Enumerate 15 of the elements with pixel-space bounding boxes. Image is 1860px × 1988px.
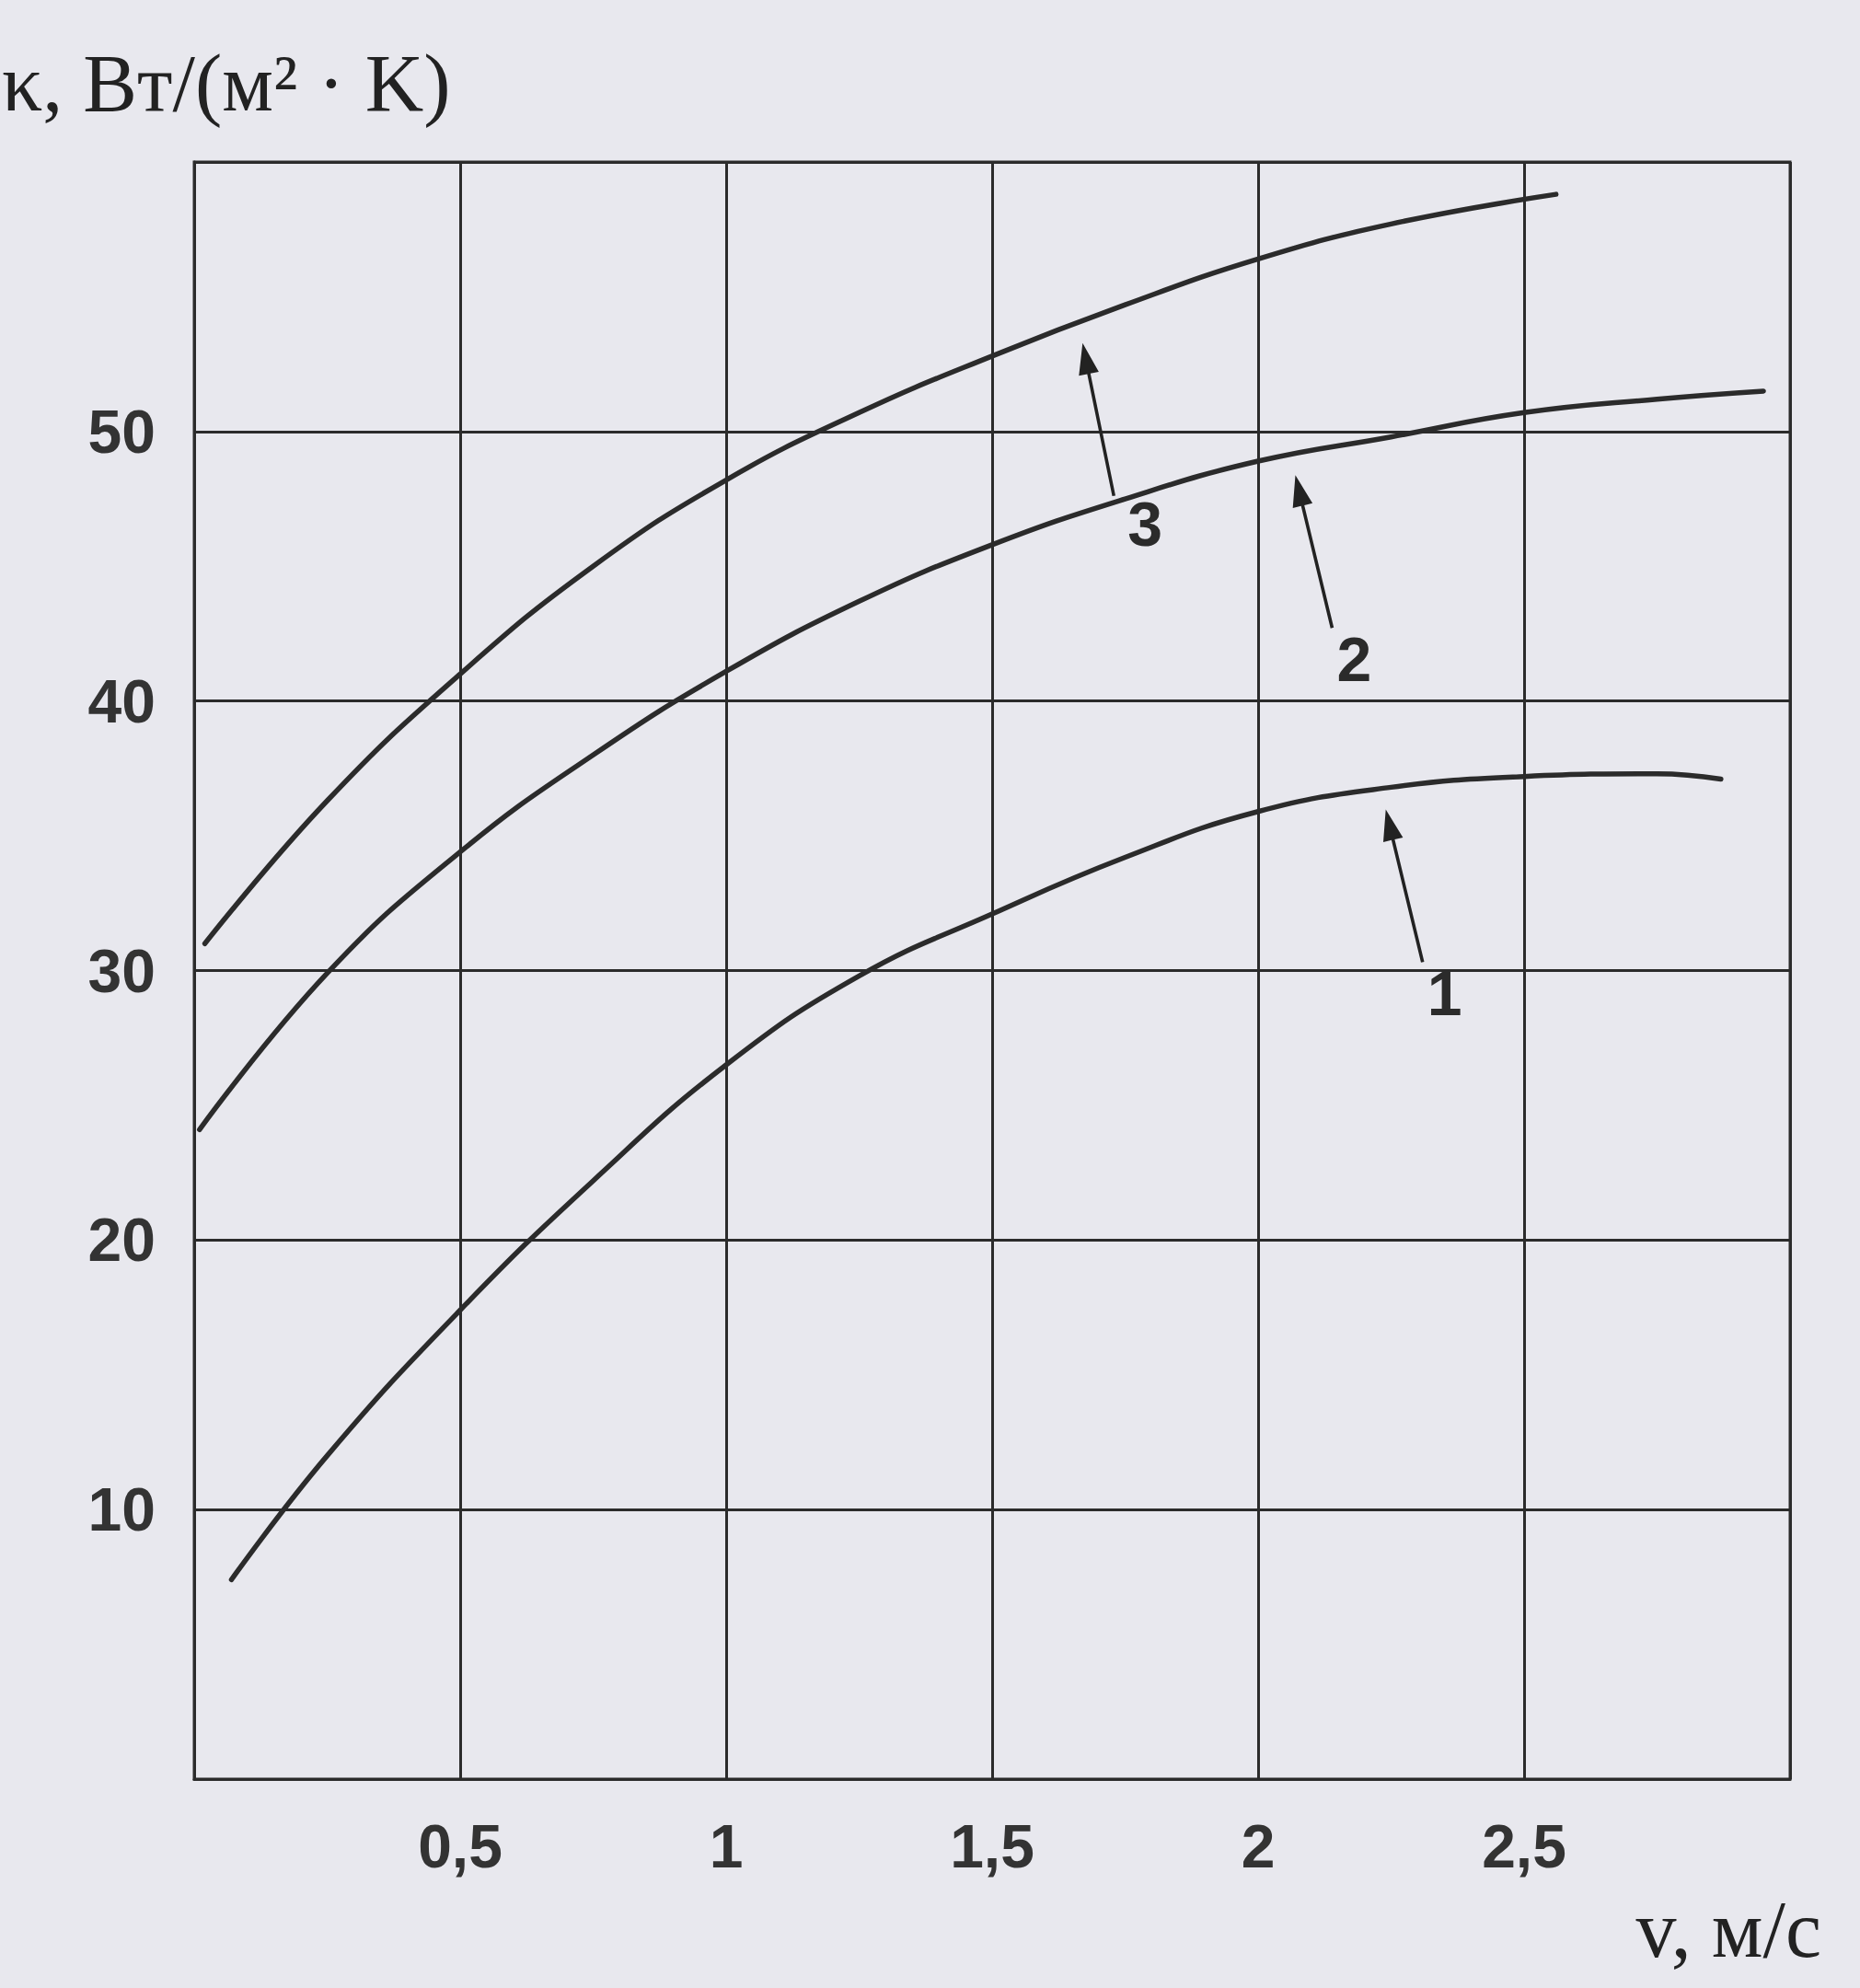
y-tick-label: 30 [87,936,156,1005]
x-tick-label: 1,5 [950,1812,1034,1880]
y-tick-label: 10 [87,1475,156,1544]
y-tick-label: 20 [87,1206,156,1275]
annotation: 1 [1427,958,1462,1029]
x-tick-label: 2 [1241,1812,1276,1880]
y-tick-label: 50 [87,397,156,466]
x-tick-label: 2,5 [1482,1812,1566,1880]
y-axis-title: κ, Вт/(м² · K) [2,38,451,128]
y-tick-label: 40 [87,666,156,735]
annotation: 3 [1127,488,1163,559]
x-tick-label: 0,5 [418,1812,503,1880]
x-axis-title: v, м/с [1635,1884,1821,1974]
x-tick-label: 1 [709,1812,744,1880]
annotation: 2 [1336,624,1372,695]
